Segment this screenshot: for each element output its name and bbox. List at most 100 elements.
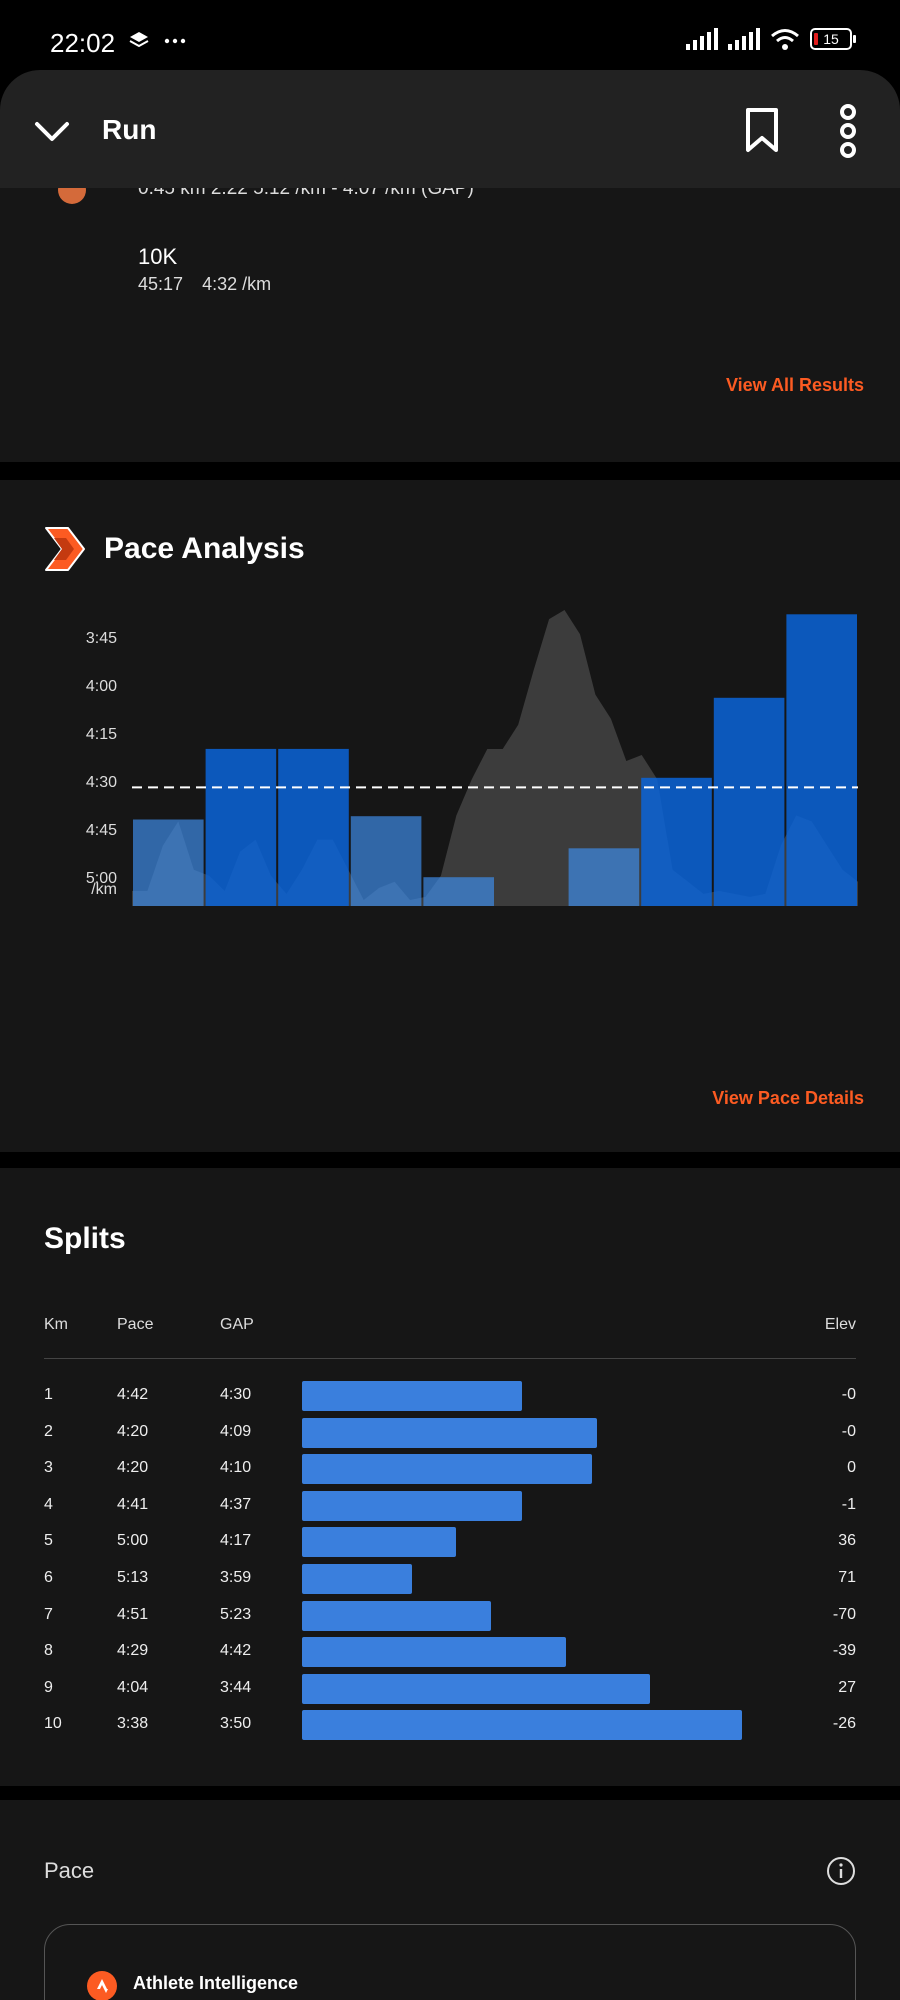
split-km: 6 bbox=[44, 1569, 53, 1586]
split-gap: 4:10 bbox=[220, 1459, 252, 1477]
battery-level: 15 bbox=[823, 31, 839, 47]
split-pace-bar bbox=[302, 1673, 650, 1704]
info-icon[interactable] bbox=[826, 1856, 856, 1886]
split-pace: 5:13 bbox=[117, 1569, 149, 1586]
split-elev: -26 bbox=[832, 1715, 856, 1733]
split-elev: -1 bbox=[841, 1495, 856, 1513]
athlete-intelligence-box[interactable]: Athlete Intelligence bbox=[44, 1924, 856, 2000]
split-pace-bar bbox=[302, 1381, 522, 1411]
bookmark-icon[interactable] bbox=[742, 106, 782, 154]
header-gap: GAP bbox=[220, 1316, 254, 1333]
split-elev: -39 bbox=[832, 1642, 856, 1660]
wifi-icon bbox=[771, 29, 799, 50]
table-row: 5 5:00 4:17 36 bbox=[0, 1527, 900, 1558]
segment-time: 45:17 bbox=[138, 274, 184, 294]
split-km: 5 bbox=[44, 1532, 53, 1550]
pace-chart[interactable]: 3:45 4:00 4:15 4:30 4:45 5:00/km bbox=[0, 600, 900, 1020]
split-km: 2 bbox=[44, 1422, 53, 1440]
pace-bar bbox=[133, 819, 204, 906]
divider bbox=[44, 1358, 856, 1359]
split-pace: 4:41 bbox=[117, 1495, 149, 1513]
battery-icon: 15 bbox=[810, 28, 856, 50]
split-gap: 4:17 bbox=[220, 1532, 252, 1550]
app-header: Run bbox=[0, 70, 900, 188]
header-elev: Elev bbox=[824, 1316, 856, 1333]
pace-analysis-card: Pace Analysis 3:45 4:00 4:15 4:30 4:45 5:00/k… bbox=[0, 480, 900, 1152]
y-tick-label: 4:15 bbox=[86, 726, 117, 743]
header-km: Km bbox=[44, 1316, 68, 1333]
status-bar: 22:02 15 bbox=[0, 0, 900, 80]
table-row: 10 3:38 3:50 -26 bbox=[0, 1710, 900, 1741]
split-pace: 4:29 bbox=[117, 1642, 149, 1660]
table-row: 7 4:51 5:23 -70 bbox=[0, 1600, 900, 1631]
split-pace: 4:20 bbox=[117, 1459, 149, 1477]
pace-bar bbox=[568, 848, 640, 906]
table-row: 3 4:20 4:10 0 bbox=[0, 1454, 900, 1485]
split-pace-bar bbox=[302, 1637, 566, 1668]
split-gap: 3:50 bbox=[220, 1715, 252, 1733]
split-gap: 4:09 bbox=[220, 1422, 252, 1440]
athlete-intelligence-label: Athlete Intelligence bbox=[133, 1973, 299, 1993]
split-km: 10 bbox=[44, 1715, 62, 1733]
split-gap: 3:44 bbox=[220, 1678, 252, 1696]
split-gap: 5:23 bbox=[220, 1605, 252, 1623]
pace-bar bbox=[278, 748, 349, 906]
view-pace-details-link[interactable]: View Pace Details bbox=[712, 1088, 864, 1108]
split-gap: 4:30 bbox=[220, 1386, 252, 1403]
split-pace: 4:51 bbox=[117, 1605, 149, 1623]
split-elev: 36 bbox=[838, 1532, 856, 1550]
split-pace-bar bbox=[302, 1564, 412, 1594]
split-pace: 4:42 bbox=[117, 1386, 149, 1403]
split-pace-bar bbox=[302, 1527, 456, 1558]
split-elev: -0 bbox=[841, 1386, 856, 1403]
split-pace-bar bbox=[302, 1710, 742, 1741]
segment-results-card: 0.45 km 2:22 5:12 /km - 4:07 /km (GAP) 1… bbox=[0, 150, 900, 462]
split-km: 7 bbox=[44, 1605, 53, 1623]
split-elev: 0 bbox=[847, 1459, 856, 1477]
y-unit-label: /km bbox=[91, 881, 117, 898]
split-km: 8 bbox=[44, 1642, 53, 1660]
pace-bar bbox=[423, 877, 494, 906]
status-right-icons: 15 bbox=[686, 28, 856, 50]
table-row: 6 5:13 3:59 71 bbox=[0, 1564, 900, 1594]
pace-bar bbox=[786, 614, 857, 906]
split-pace-bar bbox=[302, 1454, 593, 1485]
elevation-area bbox=[132, 610, 858, 906]
pace-bar bbox=[205, 748, 277, 906]
status-time: 22:02 bbox=[50, 28, 116, 58]
splits-title: Splits bbox=[44, 1222, 126, 1255]
segment-pace: 4:32 /km bbox=[202, 274, 272, 294]
table-row: 8 4:29 4:42 -39 bbox=[0, 1637, 900, 1668]
split-km: 4 bbox=[44, 1495, 53, 1513]
more-horizontal-icon bbox=[164, 38, 186, 44]
split-gap: 4:37 bbox=[220, 1495, 252, 1513]
chevron-badge-icon bbox=[45, 527, 85, 571]
status-left-icons bbox=[128, 30, 186, 52]
page-title: Run bbox=[102, 114, 157, 145]
chevron-down-icon[interactable] bbox=[32, 112, 72, 152]
split-gap: 3:59 bbox=[220, 1569, 252, 1586]
pace-bar bbox=[350, 816, 422, 906]
splits-card: Splits Km Pace GAP Elev 1 4:42 4:30 -0 2 4:20… bbox=[0, 1168, 900, 1786]
more-vertical-icon[interactable] bbox=[832, 104, 864, 158]
split-gap: 4:42 bbox=[220, 1642, 252, 1660]
y-tick-label: 4:00 bbox=[86, 678, 117, 695]
split-pace-bar bbox=[302, 1417, 597, 1448]
split-km: 1 bbox=[44, 1386, 53, 1403]
split-elev: 27 bbox=[838, 1678, 856, 1696]
pace-section-label: Pace bbox=[44, 1858, 95, 1883]
signal-icon bbox=[686, 28, 718, 50]
pace-analysis-title: Pace Analysis bbox=[104, 532, 305, 565]
y-tick-label: 4:45 bbox=[86, 822, 117, 839]
split-pace: 5:00 bbox=[117, 1532, 149, 1550]
split-elev: -70 bbox=[832, 1605, 856, 1623]
athlete-intelligence-icon bbox=[87, 1971, 117, 2000]
split-pace-bar bbox=[302, 1490, 522, 1521]
table-row: 4 4:41 4:37 -1 bbox=[0, 1490, 900, 1521]
segment-name: 10K bbox=[138, 244, 178, 269]
segment-stats: 45:17 4:32 /km bbox=[138, 274, 285, 295]
split-km: 3 bbox=[44, 1459, 53, 1477]
view-all-results-link[interactable]: View All Results bbox=[725, 375, 864, 395]
split-km: 9 bbox=[44, 1678, 53, 1696]
layers-icon bbox=[129, 32, 149, 48]
